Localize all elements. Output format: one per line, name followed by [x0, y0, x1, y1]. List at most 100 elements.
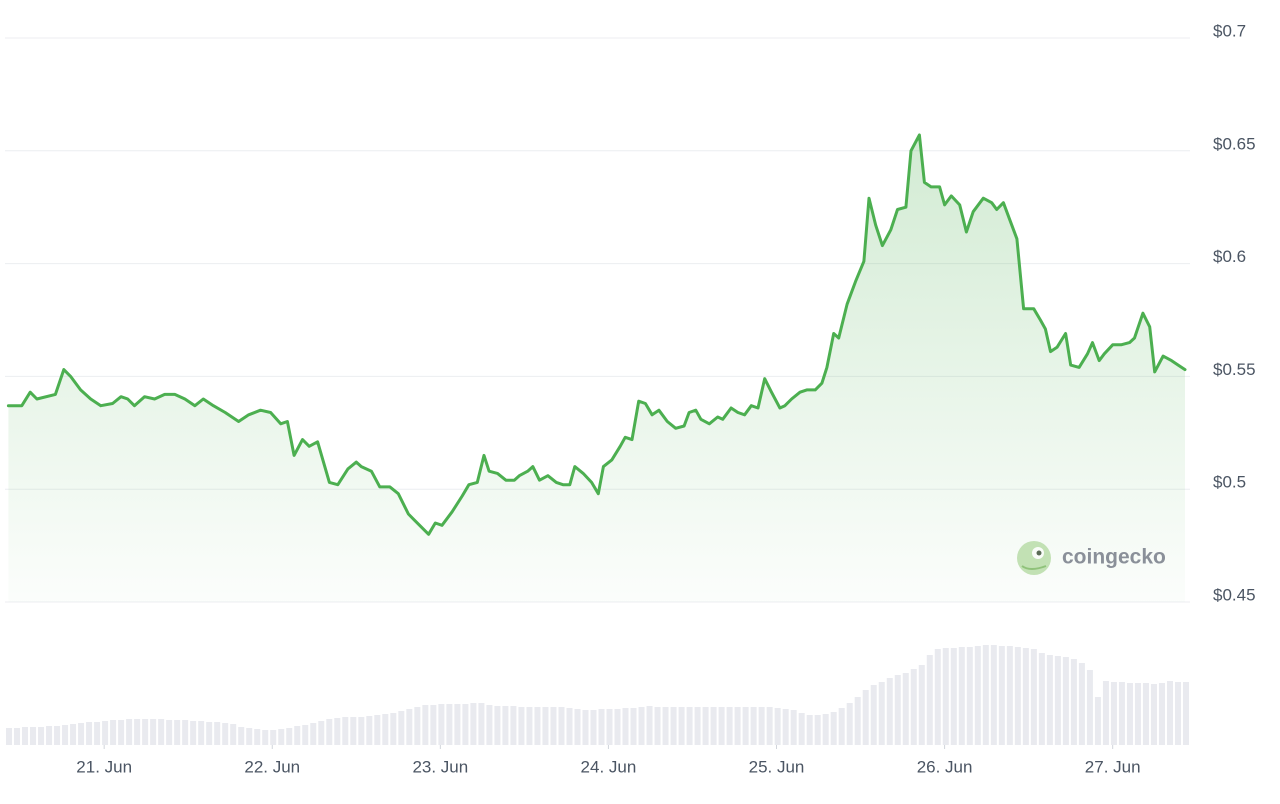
x-tick-label: 23. Jun — [412, 757, 468, 776]
volume-bar — [238, 727, 245, 745]
volume-bar — [790, 710, 797, 745]
volume-bar — [966, 647, 973, 745]
volume-bar — [990, 645, 997, 745]
volume-bar — [310, 723, 317, 745]
volume-bar — [294, 726, 301, 745]
volume-bar — [54, 726, 61, 745]
x-tick-label: 25. Jun — [749, 757, 805, 776]
volume-bar — [502, 706, 509, 745]
volume-bar — [1142, 683, 1149, 745]
volume-bar — [526, 707, 533, 745]
x-tick-label: 27. Jun — [1085, 757, 1141, 776]
volume-bar — [438, 704, 445, 745]
volume-bar — [1046, 655, 1053, 745]
volume-bar — [1158, 683, 1165, 745]
volume-bar — [958, 647, 965, 745]
volume-bar — [70, 724, 77, 745]
volume-bar — [406, 709, 413, 745]
volume-bar — [942, 648, 949, 745]
volume-bar — [598, 709, 605, 745]
volume-bar — [950, 648, 957, 745]
volume-bar — [1134, 683, 1141, 745]
volume-bar — [470, 703, 477, 745]
volume-bar — [902, 673, 909, 745]
volume-bar — [1174, 682, 1181, 745]
volume-bar — [870, 685, 877, 745]
volume-bar — [454, 704, 461, 745]
volume-bar — [222, 723, 229, 745]
volume-bar — [414, 707, 421, 745]
volume-bar — [750, 707, 757, 745]
volume-bar — [1054, 656, 1061, 745]
volume-bar — [366, 716, 373, 745]
volume-bar — [1030, 649, 1037, 745]
y-tick-label: $0.5 — [1213, 473, 1246, 492]
volume-bar — [1126, 683, 1133, 745]
volume-bar — [446, 704, 453, 745]
volume-bar — [478, 703, 485, 745]
volume-bar — [198, 721, 205, 745]
volume-bar — [982, 645, 989, 745]
volume-bar — [206, 722, 213, 745]
volume-bar — [694, 707, 701, 745]
volume-bar — [486, 705, 493, 745]
volume-bar — [1070, 659, 1077, 745]
volume-bar — [278, 729, 285, 745]
volume-bar — [398, 711, 405, 745]
volume-bar — [6, 728, 13, 745]
volume-bar — [46, 726, 53, 745]
volume-bar — [350, 717, 357, 745]
volume-bar — [510, 706, 517, 745]
volume-bar — [1094, 697, 1101, 745]
volume-bar — [102, 721, 109, 745]
volume-bar — [462, 704, 469, 745]
volume-bar — [1150, 684, 1157, 745]
volume-bar — [142, 719, 149, 745]
volume-bar — [566, 708, 573, 745]
volume-bar — [30, 727, 37, 745]
volume-bar — [630, 708, 637, 745]
volume-bar — [678, 707, 685, 745]
volume-bar — [686, 707, 693, 745]
volume-bar — [1038, 653, 1045, 745]
volume-bar — [654, 707, 661, 745]
volume-bar — [182, 720, 189, 745]
volume-bar — [774, 708, 781, 745]
volume-bar — [1182, 682, 1189, 745]
volume-bar — [246, 728, 253, 745]
volume-bar — [430, 705, 437, 745]
volume-bar — [638, 707, 645, 745]
volume-bar — [318, 721, 325, 745]
volume-bar — [1118, 682, 1125, 745]
volume-bar — [590, 710, 597, 745]
volume-bar — [134, 719, 141, 745]
volume-bar — [894, 675, 901, 745]
x-tick-label: 26. Jun — [917, 757, 973, 776]
volume-bar — [110, 720, 117, 745]
volume-bar — [422, 705, 429, 745]
y-tick-label: $0.7 — [1213, 21, 1246, 40]
volume-bar — [390, 713, 397, 745]
volume-bar — [822, 714, 829, 745]
volume-bar — [542, 707, 549, 745]
volume-bar — [230, 724, 237, 745]
volume-bar — [22, 727, 29, 745]
volume-bar — [702, 707, 709, 745]
volume-bar — [1110, 682, 1117, 745]
volume-bar — [38, 727, 45, 745]
volume-bar — [814, 715, 821, 745]
volume-bar — [150, 719, 157, 745]
volume-bar — [622, 708, 629, 745]
volume-bar — [534, 707, 541, 745]
volume-bar — [94, 722, 101, 745]
volume-bar — [286, 728, 293, 745]
volume-bar — [494, 706, 501, 745]
volume-bar — [862, 690, 869, 745]
brand-name: coingecko — [1062, 546, 1166, 569]
volume-bar — [118, 720, 125, 745]
volume-bar — [646, 706, 653, 745]
volume-bar — [1086, 670, 1093, 745]
volume-bar — [734, 707, 741, 745]
volume-bar — [1014, 647, 1021, 745]
volume-bar — [742, 707, 749, 745]
